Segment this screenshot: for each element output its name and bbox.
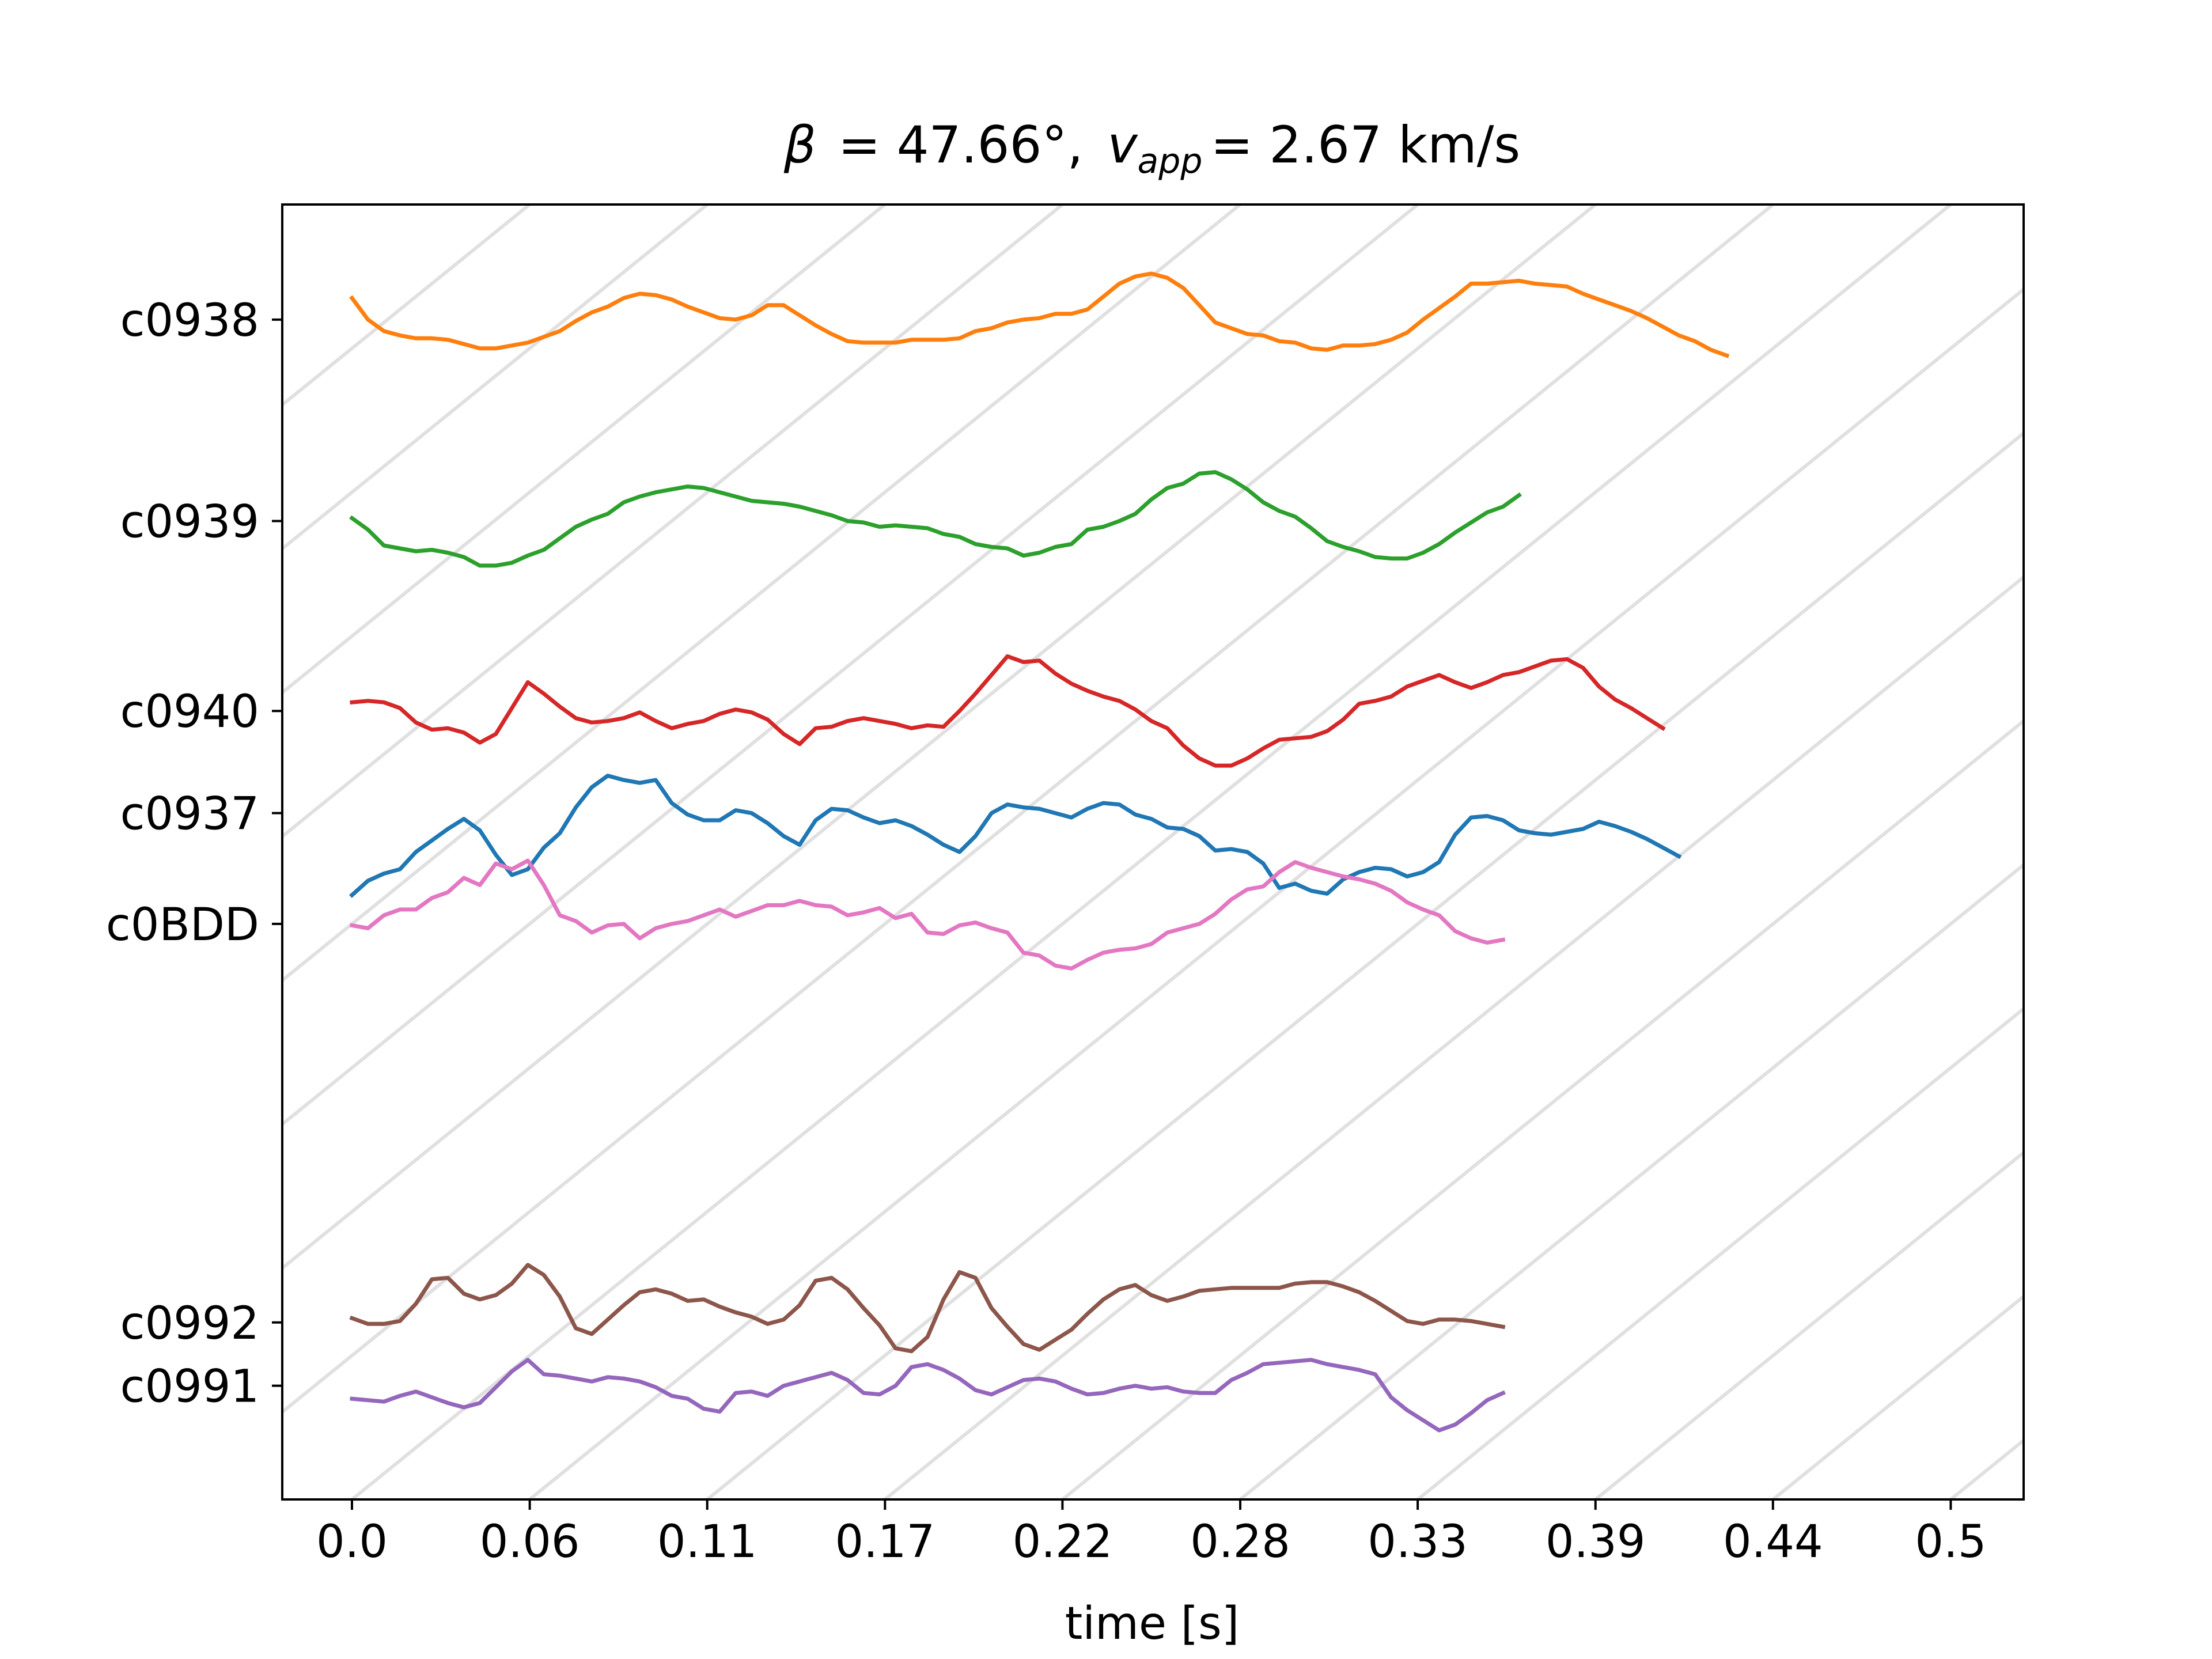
series-line-c0bdd: [349, 858, 1506, 971]
guide-line-16: [282, 204, 710, 550]
guide-line-7: [704, 431, 2024, 1499]
x-tick-label: 0.06: [480, 1516, 580, 1568]
title-v-symbol: v: [1107, 115, 1138, 175]
x-axis-ticks: 0.0 0.06 0.11 0.17 0.22 0.28 0.33 0.39 0.44 0.5: [316, 1499, 1986, 1568]
series-line-c0938: [349, 271, 1730, 358]
chart-title: β = 47.66°, vapp = 2.67 km/s: [783, 115, 1521, 181]
y-tick-label-c0940: c0940: [120, 686, 259, 738]
x-tick-label: 0.11: [657, 1516, 757, 1568]
guide-line-3: [1415, 1007, 2024, 1499]
plot-frame: [281, 203, 2025, 1501]
guide-line-2: [1592, 1151, 2024, 1499]
y-tick-label-c0991: c0991: [120, 1361, 259, 1413]
guide-line-10: [282, 204, 1776, 1414]
y-tick-label-c0938: c0938: [120, 295, 259, 347]
x-tick-label: 0.22: [1013, 1516, 1113, 1568]
x-tick-label: 0.44: [1723, 1516, 1823, 1568]
y-axis-ticks: c0938 c0939 c0940 c0937 c0BDD c0992 c0991: [106, 295, 282, 1413]
guide-line-5: [1059, 719, 2024, 1499]
x-tick-label: 0.28: [1190, 1516, 1290, 1568]
y-tick-label-c0bdd: c0BDD: [106, 899, 259, 951]
trace-series: [349, 271, 1730, 1433]
y-tick-label-c0992: c0992: [120, 1298, 259, 1350]
x-tick-label: 0.33: [1368, 1516, 1468, 1568]
guide-line-12: [282, 204, 1421, 1126]
x-tick-label: 0.17: [835, 1516, 935, 1568]
guide-line-14: [282, 204, 1066, 838]
guide-line-8: [527, 287, 2024, 1499]
series-line-c0937: [349, 774, 1682, 898]
series-line-c0991: [350, 1358, 1506, 1433]
series-line-c0940: [350, 654, 1666, 768]
guide-line-15: [282, 204, 888, 694]
guide-line-11: [282, 204, 1599, 1270]
x-tick-label: 0.5: [1915, 1516, 1986, 1568]
x-axis-label: time [s]: [1065, 1598, 1240, 1650]
y-tick-label-c0939: c0939: [120, 497, 259, 548]
series-line-c0939: [349, 470, 1522, 568]
x-tick-label: 0.39: [1546, 1516, 1646, 1568]
title-v-subscript: app: [1138, 141, 1203, 181]
series-line-c0992: [349, 1263, 1506, 1354]
y-tick-label-c0937: c0937: [120, 789, 259, 840]
title-v-value: = 2.67 km/s: [1210, 115, 1520, 175]
guide-line-4: [1237, 863, 2024, 1499]
x-tick-label: 0.0: [316, 1516, 388, 1568]
title-beta-symbol: β: [783, 115, 816, 175]
title-beta-value: = 47.66°,: [838, 115, 1084, 175]
guide-line-6: [882, 575, 2024, 1499]
